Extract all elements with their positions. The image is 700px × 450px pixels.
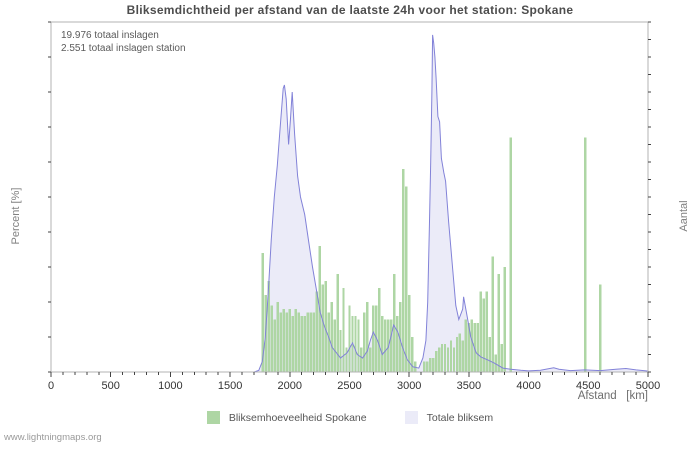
chart-title: Bliksemdichtheid per afstand van de laat… xyxy=(126,3,574,17)
legend-item-spokane: Bliksemhoeveelheid Spokane xyxy=(206,411,367,424)
svg-text:0: 0 xyxy=(48,380,54,392)
x-axis-title: Afstand [km] xyxy=(577,390,648,402)
svg-text:3000: 3000 xyxy=(397,380,421,392)
watermark-text: www.lightningmaps.org xyxy=(4,432,102,443)
legend: Bliksemhoeveelheid Spokane Totale blikse… xyxy=(0,411,700,424)
legend-label-total: Totale bliksem xyxy=(426,411,494,424)
svg-text:1500: 1500 xyxy=(218,380,242,392)
total-strikes-line: 19.976 totaal inslagen xyxy=(61,30,159,41)
svg-text:4500: 4500 xyxy=(576,380,600,392)
legend-swatch-spokane xyxy=(206,411,220,424)
svg-text:5000: 5000 xyxy=(636,380,660,392)
legend-label-spokane: Bliksemhoeveelheid Spokane xyxy=(228,411,367,424)
svg-text:500: 500 xyxy=(102,380,120,392)
svg-text:2500: 2500 xyxy=(337,380,361,392)
y-axis-right-title: Aantal xyxy=(678,200,690,232)
legend-swatch-total xyxy=(404,411,418,424)
total-strikes-station-line: 2.551 totaal inslagen station xyxy=(61,43,186,54)
svg-text:3500: 3500 xyxy=(457,380,481,392)
legend-item-total: Totale bliksem xyxy=(404,411,494,424)
svg-text:2000: 2000 xyxy=(278,380,302,392)
totals-annotation: 19.976 totaal inslagen 2.551 totaal insl… xyxy=(61,29,186,55)
svg-text:1000: 1000 xyxy=(158,380,182,392)
svg-text:4000: 4000 xyxy=(516,380,540,392)
y-axis-left-title: Percent [%] xyxy=(10,187,22,245)
